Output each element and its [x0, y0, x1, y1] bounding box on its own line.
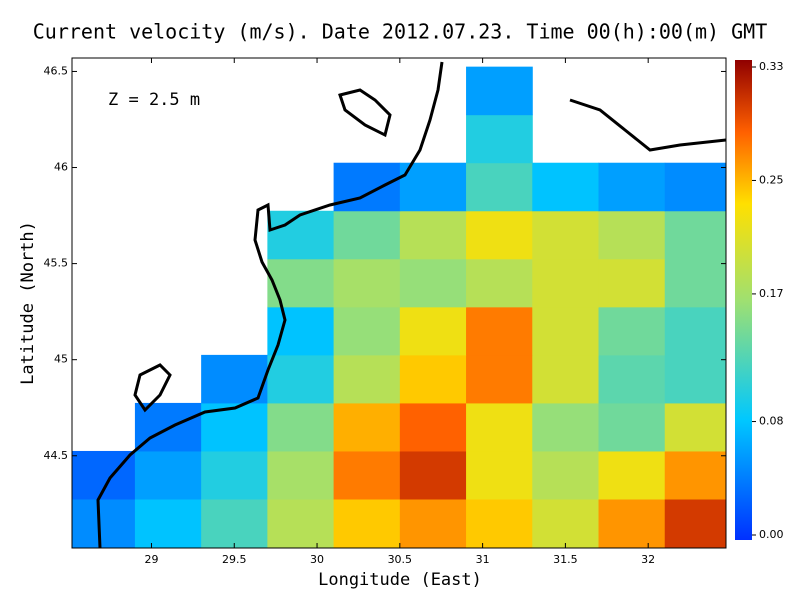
y-tick-label: 44.5	[44, 449, 69, 462]
velocity-cell	[201, 354, 268, 404]
velocity-cell	[466, 114, 533, 164]
velocity-cell	[598, 499, 666, 548]
velocity-cell	[333, 499, 401, 548]
velocity-cell	[598, 354, 666, 404]
velocity-cell	[532, 306, 600, 356]
velocity-cell	[466, 258, 533, 308]
velocity-cell	[399, 354, 467, 404]
velocity-cell	[267, 210, 335, 260]
y-tick-label: 45.5	[44, 257, 69, 270]
colorbar-label: 0.25	[759, 173, 784, 186]
velocity-cell	[466, 499, 533, 548]
velocity-cell	[532, 499, 600, 548]
velocity-cell	[399, 499, 467, 548]
velocity-cell	[201, 499, 268, 548]
velocity-cell	[72, 499, 136, 548]
x-tick-label: 32	[641, 553, 655, 566]
velocity-cell	[267, 402, 335, 452]
velocity-cell	[333, 162, 401, 212]
velocity-cell	[532, 210, 600, 260]
velocity-cell	[532, 258, 600, 308]
velocity-cell	[333, 402, 401, 452]
velocity-cell	[267, 354, 335, 404]
velocity-cell	[399, 402, 467, 452]
velocity-cell	[532, 450, 600, 500]
velocity-cell	[134, 450, 202, 500]
velocity-cell	[399, 450, 467, 500]
plot-frame	[71, 57, 727, 549]
velocity-cell	[532, 402, 600, 452]
velocity-cell	[598, 306, 666, 356]
velocity-cell	[466, 66, 533, 116]
velocity-cell	[399, 258, 467, 308]
x-tick-label: 30	[310, 553, 324, 566]
velocity-cell	[598, 450, 666, 500]
velocity-cell	[466, 402, 533, 452]
velocity-cell	[333, 450, 401, 500]
velocity-cell	[598, 402, 666, 452]
velocity-cell	[333, 354, 401, 404]
velocity-cell	[532, 354, 600, 404]
velocity-cell	[598, 258, 666, 308]
x-tick-label: 29	[144, 553, 158, 566]
velocity-cell	[664, 306, 726, 356]
velocity-cell	[466, 450, 533, 500]
colorbar-label: 0.33	[759, 60, 784, 73]
y-axis-label: Latitude (North)	[18, 221, 38, 385]
depth-annotation: Z = 2.5 m	[108, 90, 200, 110]
velocity-cell	[532, 162, 600, 212]
velocity-cell	[267, 499, 335, 548]
velocity-cell	[466, 354, 533, 404]
coastline	[96, 61, 726, 548]
y-tick-label: 46.5	[44, 64, 69, 77]
velocity-cell	[333, 258, 401, 308]
velocity-cell	[664, 354, 726, 404]
x-tick-label: 31	[476, 553, 490, 566]
y-tick-label: 45	[54, 353, 68, 366]
velocity-cell	[664, 258, 726, 308]
velocity-cell	[466, 162, 533, 212]
colorbar	[735, 60, 752, 540]
velocity-cell	[333, 306, 401, 356]
velocity-field	[72, 66, 726, 548]
velocity-cell	[664, 499, 726, 548]
chart-title: Current velocity (m/s). Date 2012.07.23.…	[33, 20, 768, 44]
colorbar-label: 0.17	[759, 287, 784, 300]
velocity-cell	[664, 162, 726, 212]
velocity-cell	[598, 210, 666, 260]
x-axis-label: Longitude (East)	[318, 570, 482, 590]
velocity-cell	[664, 210, 726, 260]
velocity-cell	[267, 450, 335, 500]
velocity-cell	[399, 210, 467, 260]
y-tick-label: 46	[54, 161, 68, 174]
colorbar-label: 0.00	[759, 528, 784, 541]
x-tick-label: 31.5	[553, 553, 578, 566]
velocity-cell	[201, 450, 268, 500]
velocity-cell	[399, 162, 467, 212]
velocity-cell	[598, 162, 666, 212]
velocity-cell	[664, 402, 726, 452]
colorbar-label: 0.08	[759, 415, 784, 428]
velocity-cell	[333, 210, 401, 260]
x-tick-label: 29.5	[222, 553, 247, 566]
velocity-cell	[466, 306, 533, 356]
x-tick-label: 30.5	[388, 553, 413, 566]
velocity-cell	[134, 499, 202, 548]
velocity-cell	[399, 306, 467, 356]
velocity-cell	[664, 450, 726, 500]
velocity-cell	[267, 258, 335, 308]
velocity-cell	[466, 210, 533, 260]
